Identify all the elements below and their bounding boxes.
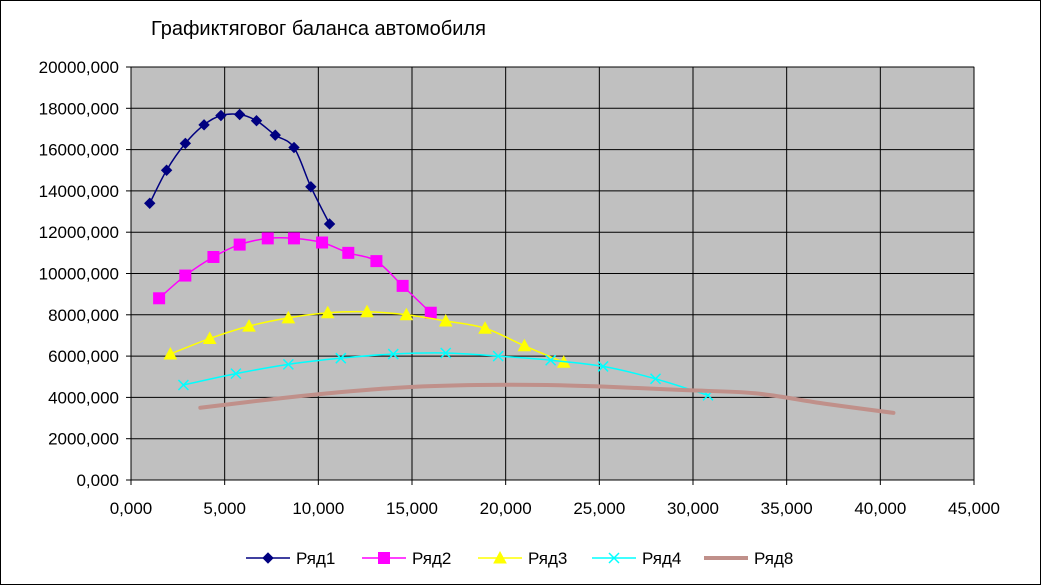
series-1-marker <box>250 114 263 127</box>
series-2-marker <box>233 238 246 251</box>
x-tick-label: 0,000 <box>110 499 153 518</box>
series-1-marker <box>269 129 281 141</box>
series-2-marker <box>396 279 409 292</box>
series-4-marker <box>387 348 399 360</box>
x-tick-label: 20,000 <box>480 499 532 518</box>
x-tick-label: 30,000 <box>667 499 719 518</box>
series-2-marker <box>342 246 355 259</box>
series-3-marker <box>281 310 296 324</box>
legend-item-1: Ряд1 <box>246 549 335 568</box>
series-2 <box>153 232 437 319</box>
series-3-marker <box>163 346 178 360</box>
y-tick-label: 14000,000 <box>39 182 119 201</box>
series-group <box>144 108 896 415</box>
legend: Ряд1 Ряд2 Ряд3 Ряд4 Ряд8 <box>246 549 793 568</box>
series-3-marker <box>360 304 374 318</box>
legend-item-3: Ряд3 <box>478 549 567 568</box>
series-4-marker <box>282 358 294 370</box>
series-5-line <box>198 382 896 415</box>
y-tick-label: 18000,000 <box>39 99 119 118</box>
series-2-marker <box>424 306 437 319</box>
y-tick-label: 4000,000 <box>48 388 119 407</box>
y-tick-label: 8000,000 <box>48 306 119 325</box>
legend-item-2: Ряд2 <box>362 549 451 568</box>
legend-marker <box>262 552 274 564</box>
series-1-marker <box>198 119 210 131</box>
series-4-marker <box>545 354 557 366</box>
series-4-marker <box>230 368 242 380</box>
series-1-marker <box>160 164 173 176</box>
series-1-marker <box>179 137 192 150</box>
y-tick-label: 10000,000 <box>39 265 119 284</box>
series-3-marker <box>202 331 217 345</box>
legend-item-5: Ряд8 <box>704 549 793 568</box>
series-4 <box>177 347 714 401</box>
x-tick-label: 10,000 <box>292 499 344 518</box>
series-1-marker <box>305 181 317 193</box>
x-tick-label: 40,000 <box>854 499 906 518</box>
series-2-marker <box>261 232 274 245</box>
chart-title: Графиктяговог баланса автомобиля <box>151 18 486 40</box>
x-tick-label: 5,000 <box>203 499 246 518</box>
y-tick-label: 2000,000 <box>48 430 119 449</box>
series-3-marker <box>438 313 453 327</box>
x-tick-label: 45,000 <box>948 499 1000 518</box>
x-tick-label: 15,000 <box>386 499 438 518</box>
y-tick-label: 20000,000 <box>39 58 119 77</box>
series-3-marker <box>242 319 256 332</box>
series-1-marker <box>144 197 156 209</box>
legend-label: Ряд4 <box>642 549 681 568</box>
y-tick-label: 6000,000 <box>48 347 119 366</box>
series-3-marker <box>399 307 414 321</box>
x-tick-label: 35,000 <box>761 499 813 518</box>
series-4-marker <box>177 379 189 391</box>
series-3-marker <box>517 338 532 352</box>
series-2-marker <box>316 236 329 249</box>
series-1 <box>144 108 336 230</box>
legend-label: Ряд1 <box>296 549 335 568</box>
series-2-marker <box>179 269 192 282</box>
legend-label: Ряд3 <box>528 549 567 568</box>
series-4-marker <box>440 347 452 359</box>
y-tick-label: 0,000 <box>76 471 119 490</box>
axes: 0,000 5,000 10,000 15,000 20,000 25,000 30,000… <box>39 58 1000 518</box>
series-2-marker <box>287 232 300 245</box>
series-1-marker <box>288 141 300 154</box>
series-4-marker <box>597 360 609 372</box>
series-4-marker <box>492 350 504 362</box>
y-tick-label: 16000,000 <box>39 141 119 160</box>
legend-marker <box>608 552 620 564</box>
series-1-marker <box>215 109 227 122</box>
series-4-marker <box>650 373 662 385</box>
legend-marker <box>378 552 390 564</box>
legend-label: Ряд2 <box>412 549 451 568</box>
series-2-marker <box>153 292 166 305</box>
series-1-marker <box>323 218 336 230</box>
series-5 <box>198 382 896 415</box>
series-2-marker <box>207 250 220 263</box>
x-tick-label: 25,000 <box>573 499 625 518</box>
series-4-marker <box>335 352 347 364</box>
legend-label: Ряд8 <box>754 549 793 568</box>
series-3 <box>163 304 571 368</box>
series-3-marker <box>320 305 335 319</box>
series-3-marker <box>478 321 492 334</box>
series-2-marker <box>370 255 383 268</box>
legend-item-4: Ряд4 <box>592 549 681 568</box>
y-tick-label: 12000,000 <box>39 223 119 242</box>
legend-marker <box>493 550 507 564</box>
series-1-marker <box>233 108 246 121</box>
